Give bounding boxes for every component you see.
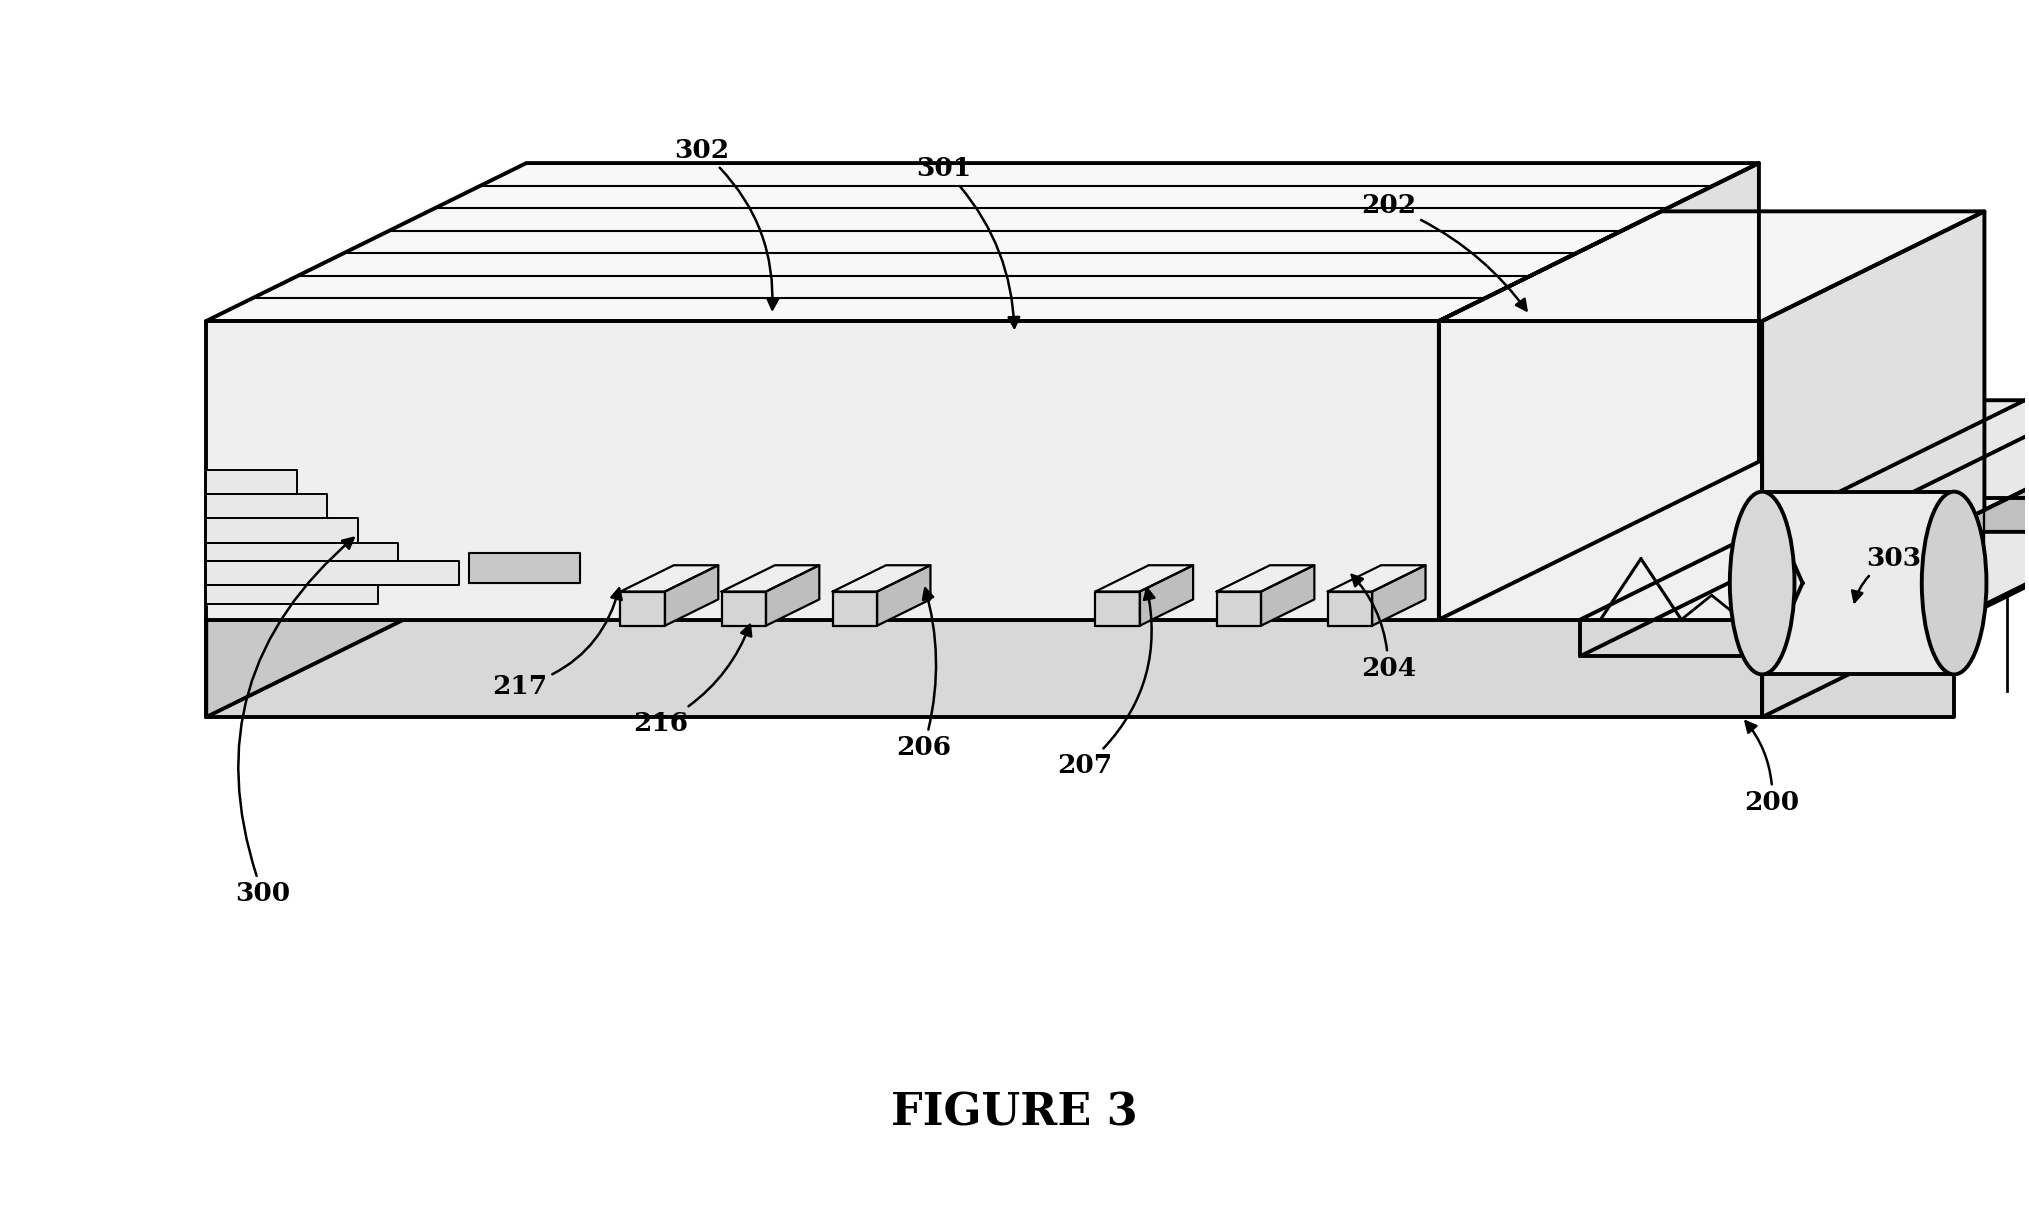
Polygon shape <box>207 321 1439 620</box>
Polygon shape <box>832 591 877 626</box>
Text: 204: 204 <box>1351 575 1416 681</box>
Text: 200: 200 <box>1745 721 1800 815</box>
Text: 206: 206 <box>897 589 952 760</box>
Text: 301: 301 <box>917 156 1019 328</box>
Polygon shape <box>207 400 2029 620</box>
Polygon shape <box>1096 591 1140 626</box>
Polygon shape <box>1096 566 1193 591</box>
Polygon shape <box>207 470 296 494</box>
Polygon shape <box>1327 566 1426 591</box>
Polygon shape <box>1260 566 1315 626</box>
Text: 217: 217 <box>491 589 621 699</box>
Text: 300: 300 <box>235 537 353 907</box>
Polygon shape <box>722 566 820 591</box>
Polygon shape <box>207 585 377 604</box>
Polygon shape <box>207 163 1759 321</box>
Polygon shape <box>207 542 398 561</box>
Polygon shape <box>1761 492 1954 675</box>
Polygon shape <box>1217 591 1260 626</box>
Text: 207: 207 <box>1057 589 1155 778</box>
Polygon shape <box>832 566 931 591</box>
Text: 216: 216 <box>633 625 751 736</box>
Polygon shape <box>1761 531 2029 620</box>
Polygon shape <box>621 591 666 626</box>
Polygon shape <box>1761 400 2029 717</box>
Polygon shape <box>1140 566 1193 626</box>
Polygon shape <box>469 552 580 583</box>
Polygon shape <box>621 566 718 591</box>
Text: FIGURE 3: FIGURE 3 <box>891 1092 1138 1135</box>
Polygon shape <box>722 591 767 626</box>
Text: 303: 303 <box>1852 546 1921 602</box>
Polygon shape <box>1761 620 1954 717</box>
Polygon shape <box>207 620 1761 717</box>
Ellipse shape <box>1921 492 1986 675</box>
Polygon shape <box>1439 321 1761 620</box>
Polygon shape <box>207 561 459 585</box>
Polygon shape <box>666 566 718 626</box>
Polygon shape <box>1327 591 1372 626</box>
Text: 302: 302 <box>674 137 777 309</box>
Polygon shape <box>877 566 931 626</box>
Polygon shape <box>1217 566 1315 591</box>
Polygon shape <box>207 400 651 717</box>
Polygon shape <box>207 519 357 542</box>
Polygon shape <box>1761 211 1984 620</box>
Polygon shape <box>1372 566 1426 626</box>
Ellipse shape <box>1731 492 1794 675</box>
Polygon shape <box>1439 163 1759 620</box>
Text: 202: 202 <box>1361 193 1526 310</box>
Polygon shape <box>1439 211 1984 321</box>
Polygon shape <box>207 494 327 519</box>
Polygon shape <box>767 566 820 626</box>
